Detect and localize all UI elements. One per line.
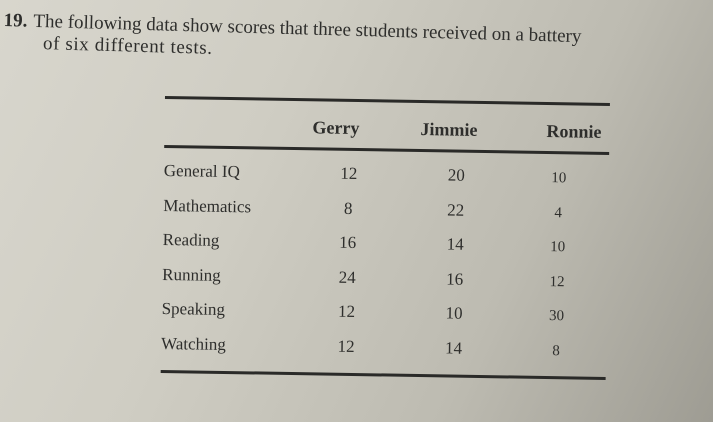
- cell-jimmie: 10: [445, 303, 463, 324]
- row-label: Speaking: [161, 299, 226, 320]
- cell-jimmie: 14: [446, 234, 464, 254]
- table-top-rule: [164, 96, 610, 106]
- cell-gerry: 12: [340, 163, 358, 184]
- table-header-row: Gerry Jimmie Ronnie: [164, 115, 609, 146]
- cell-ronnie: 8: [552, 343, 560, 360]
- cell-gerry: 16: [339, 232, 357, 253]
- table-header-rule: [164, 144, 610, 155]
- row-label: General IQ: [163, 160, 240, 182]
- cell-gerry: 24: [338, 267, 356, 287]
- header-blank-cell: [164, 131, 294, 133]
- row-label: Reading: [162, 230, 220, 251]
- cell-jimmie: 20: [447, 165, 465, 185]
- table-row: Watching 12 14 8: [161, 327, 606, 369]
- column-header-ronnie: Ronnie: [546, 120, 602, 142]
- column-header-gerry: Gerry: [312, 117, 360, 139]
- cell-ronnie: 30: [548, 308, 565, 325]
- problem-number: 19.: [3, 10, 28, 32]
- cell-jimmie: 16: [446, 269, 464, 289]
- cell-gerry: 8: [343, 198, 353, 218]
- problem-statement: 19. The following data show scores that t…: [3, 10, 704, 74]
- cell-ronnie: 10: [551, 170, 567, 187]
- cell-gerry: 12: [337, 302, 356, 322]
- scores-table: Gerry Jimmie Ronnie General IQ 12 20 10 …: [160, 96, 610, 380]
- row-label: Watching: [160, 333, 226, 354]
- cell-ronnie: 12: [549, 273, 565, 291]
- cell-jimmie: 14: [444, 338, 463, 358]
- row-label: Mathematics: [163, 195, 252, 216]
- row-label: Running: [162, 264, 221, 285]
- table-bottom-rule: [160, 369, 606, 380]
- column-header-jimmie: Jimmie: [420, 119, 478, 140]
- cell-jimmie: 22: [447, 200, 465, 220]
- cell-ronnie: 10: [550, 239, 566, 256]
- cell-ronnie: 4: [554, 204, 563, 221]
- cell-gerry: 12: [337, 336, 355, 356]
